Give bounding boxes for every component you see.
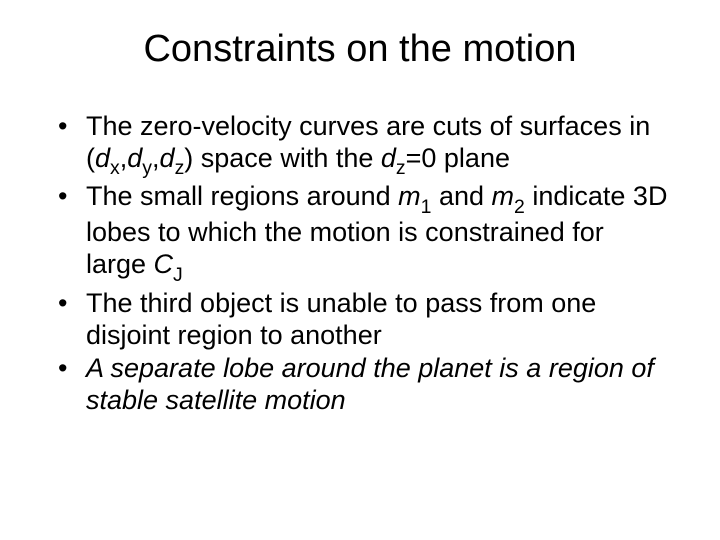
text-run: m (492, 181, 515, 211)
text-run: A separate lobe around the planet is a r… (86, 353, 654, 415)
text-run: z (175, 157, 185, 179)
text-run: =0 plane (406, 143, 510, 173)
text-run: J (173, 264, 183, 286)
text-run: z (396, 157, 406, 179)
bullet-item: The third object is unable to pass from … (50, 288, 670, 352)
bullet-list: The zero-velocity curves are cuts of sur… (50, 111, 670, 417)
text-run: d (127, 143, 142, 173)
text-run: d (381, 143, 396, 173)
text-run: x (110, 157, 120, 179)
text-run: 2 (514, 196, 525, 218)
text-run: , (152, 143, 160, 173)
bullet-item: A separate lobe around the planet is a r… (50, 353, 670, 417)
text-run: The small regions around (86, 181, 398, 211)
bullet-item: The zero-velocity curves are cuts of sur… (50, 111, 670, 179)
text-run: 1 (421, 196, 432, 218)
text-run: d (160, 143, 175, 173)
text-run: m (398, 181, 421, 211)
text-run: y (142, 157, 152, 179)
text-run: C (154, 249, 174, 279)
text-run: d (95, 143, 110, 173)
text-run: and (431, 181, 491, 211)
text-run: ) space with the (184, 143, 381, 173)
bullet-item: The small regions around m1 and m2 indic… (50, 181, 670, 285)
text-run: The third object is unable to pass from … (86, 288, 596, 350)
page-title: Constraints on the motion (50, 28, 670, 71)
